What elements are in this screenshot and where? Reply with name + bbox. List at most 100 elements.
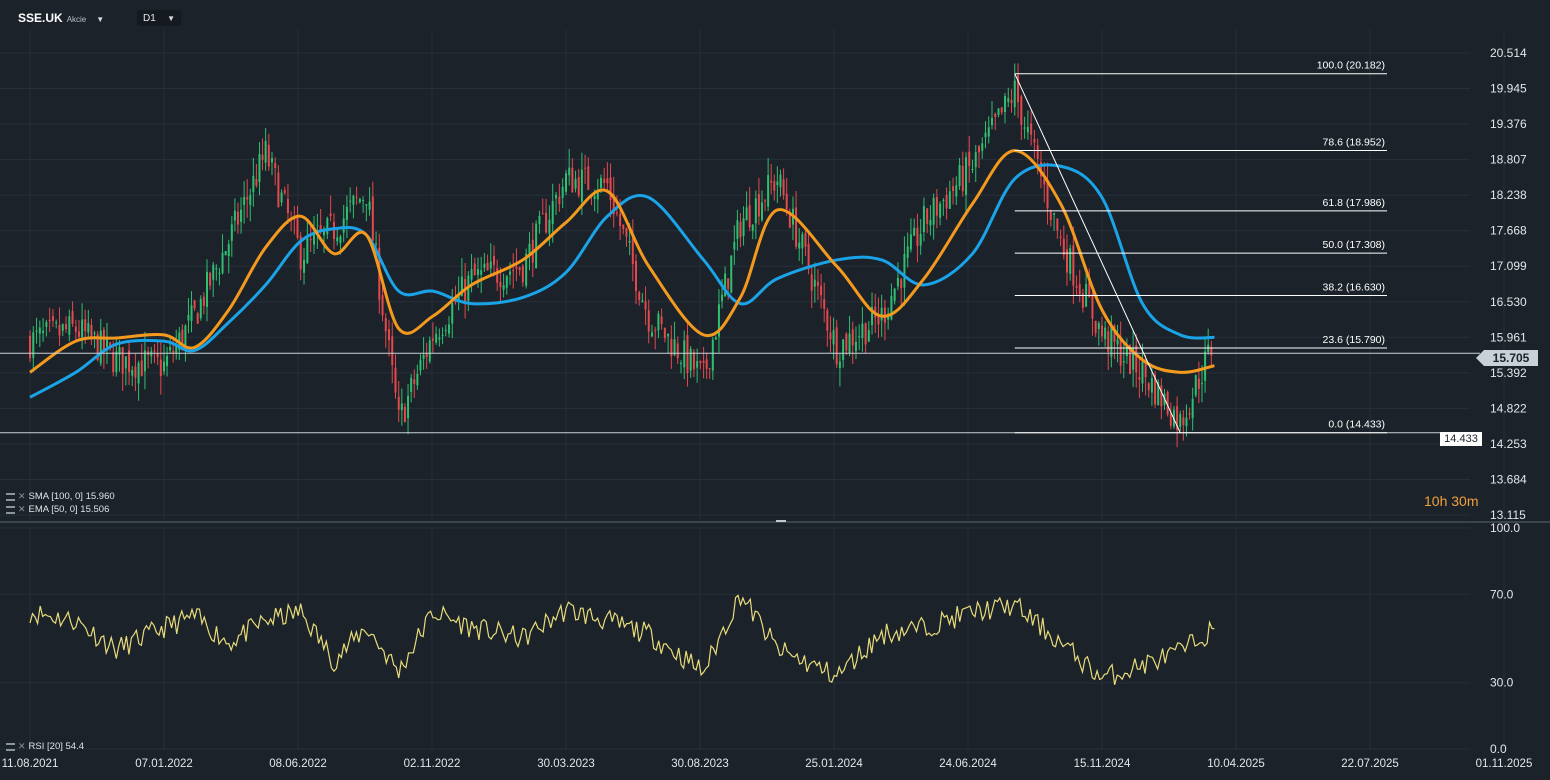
candle-body — [1157, 382, 1160, 406]
candle-body — [1043, 179, 1046, 185]
candle-body — [1135, 345, 1138, 373]
candle-body — [224, 250, 227, 256]
y-tick-label: 14.253 — [1490, 437, 1527, 451]
candle-body — [538, 215, 541, 224]
candle-body — [851, 329, 854, 346]
y-tick-label: 13.684 — [1490, 472, 1527, 486]
candle-body — [926, 208, 929, 224]
candle-body — [580, 169, 583, 202]
settings-icon[interactable] — [6, 505, 15, 514]
candle-body — [848, 333, 851, 354]
candle-body — [159, 359, 162, 377]
candle-body — [948, 191, 951, 209]
candle-body — [776, 181, 779, 186]
legend-ema[interactable]: ✕ EMA [50, 0] 15.506 — [6, 504, 109, 515]
sma-line — [29, 163, 1215, 399]
candle-body — [619, 213, 622, 226]
candle-body — [227, 244, 230, 257]
rsi-tick-label: 100.0 — [1490, 521, 1520, 535]
candle-body — [1185, 417, 1188, 427]
close-icon[interactable]: ✕ — [18, 491, 26, 501]
timeframe-selector[interactable]: D1 ▼ — [137, 10, 181, 26]
candle-body — [1160, 385, 1163, 407]
candle-body — [991, 117, 994, 126]
candle-body — [779, 174, 782, 188]
candle-body — [99, 330, 102, 364]
fib-trendline[interactable] — [1014, 73, 1181, 433]
candle-body — [541, 213, 544, 215]
candle-body — [1210, 347, 1213, 356]
close-icon[interactable]: ✕ — [18, 741, 26, 751]
candle-body — [631, 236, 634, 265]
candle-body — [329, 213, 332, 217]
candle-body — [733, 241, 736, 250]
candle-body — [115, 351, 118, 373]
candle-body — [922, 206, 925, 232]
settings-icon[interactable] — [6, 492, 15, 501]
candle-body — [867, 330, 870, 342]
candle-body — [714, 337, 717, 340]
current-price-tag: 15.705 — [1476, 350, 1538, 366]
settings-icon[interactable] — [6, 742, 15, 751]
candle-body — [782, 179, 785, 196]
candle-body — [342, 218, 345, 233]
fib-level-label: 38.2 (16.630) — [1323, 282, 1385, 294]
candle-body — [236, 211, 239, 225]
candle-body — [997, 108, 1000, 116]
x-tick-label: 30.08.2023 — [671, 758, 729, 770]
y-tick-label: 15.961 — [1490, 330, 1527, 344]
candle-body — [561, 186, 564, 198]
x-tick-label: 08.06.2022 — [269, 758, 327, 770]
candle-body — [770, 180, 773, 183]
candle-body — [286, 198, 289, 214]
candle-body — [663, 327, 666, 339]
candle-body — [1200, 383, 1203, 385]
candle-body — [1078, 284, 1081, 295]
candle-body — [371, 196, 374, 241]
candle-body — [193, 300, 196, 309]
candle-body — [1023, 127, 1026, 129]
candle-body — [952, 186, 955, 191]
legend-rsi[interactable]: ✕ RSI [20] 54.4 — [6, 741, 84, 752]
candle-body — [816, 281, 819, 286]
candle-body — [460, 276, 463, 296]
candle-body — [826, 310, 829, 331]
candle-body — [444, 329, 447, 331]
candle-body — [974, 152, 977, 168]
candle-body — [900, 279, 903, 289]
candle-body — [496, 268, 499, 283]
candle-body — [696, 361, 699, 368]
candle-body — [587, 166, 590, 190]
candle-body — [332, 221, 335, 240]
legend-ema-text: EMA [50, 0] 15.506 — [28, 504, 110, 515]
candle-body — [55, 322, 58, 324]
legend-sma[interactable]: ✕ SMA [100, 0] 15.960 — [6, 491, 115, 502]
candle-body — [577, 177, 580, 196]
candle-body — [606, 178, 609, 184]
candle-body — [913, 227, 916, 236]
candle-body — [1007, 98, 1010, 103]
candle-body — [984, 132, 987, 138]
candle-body — [584, 167, 587, 169]
candle-body — [489, 261, 492, 269]
candle-body — [187, 315, 190, 321]
y-tick-label: 19.945 — [1490, 82, 1527, 96]
candle-body — [267, 144, 270, 167]
symbol-selector[interactable]: SSE.UK Akcie ▼ — [12, 9, 110, 27]
candle-body — [935, 196, 938, 216]
candle-body — [625, 228, 628, 237]
candle-body — [673, 339, 676, 356]
candle-body — [252, 175, 255, 193]
candle-body — [303, 259, 306, 273]
fib-level-label: 78.6 (18.952) — [1323, 137, 1385, 149]
rsi-tick-label: 70.0 — [1490, 587, 1514, 601]
candle-body — [109, 342, 112, 347]
close-icon[interactable]: ✕ — [18, 504, 26, 514]
low-price-tag: 14.433 — [1440, 432, 1482, 446]
rsi-line — [29, 594, 1215, 685]
candle-body — [1194, 375, 1197, 396]
candle-body — [394, 367, 397, 393]
candle-body — [1129, 345, 1132, 374]
candle-body — [68, 316, 71, 335]
